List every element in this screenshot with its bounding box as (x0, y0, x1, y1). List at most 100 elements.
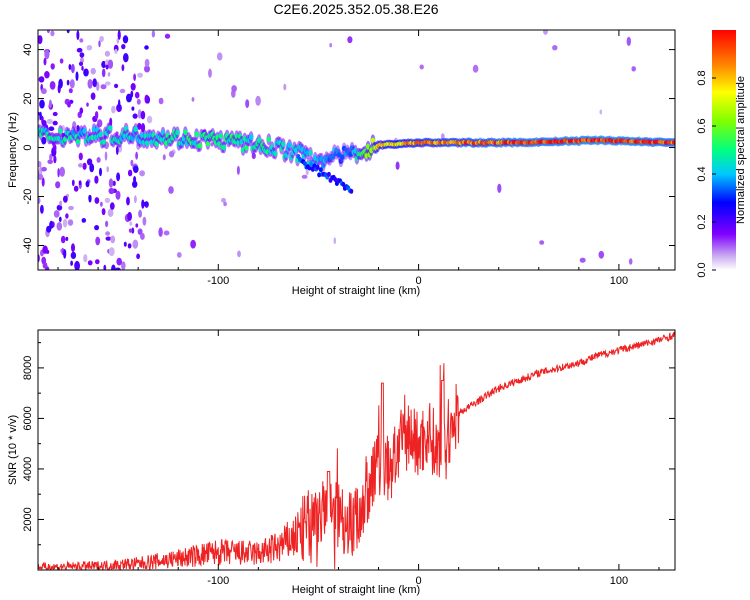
colorbar-tick-label: 0.6 (696, 118, 708, 133)
spectrogram-band-cell (248, 134, 254, 140)
spectrogram-noise-dot (111, 105, 116, 114)
spectrogram-noise-dot (68, 205, 74, 211)
spectrogram-noise-dot (123, 241, 127, 247)
colorbar: 0.0 0.2 0.4 0.6 0.8 Normalized spectral ampl… (696, 30, 747, 278)
spectrogram-noise-dot (395, 161, 400, 170)
spectrogram-noise-dot (39, 111, 42, 121)
spectrogram-noise-dot (144, 65, 150, 73)
spectrogram-noise-dot (94, 225, 100, 231)
spectrogram-noise-dot (96, 157, 101, 163)
spectrogram-noise-dot (136, 98, 141, 105)
spectrogram-noise-dot (52, 111, 58, 117)
snr-axes: -100 0 100 2000 4000 6000 8000 (22, 330, 675, 587)
spectrogram-noise-dot (83, 254, 88, 263)
x-tick-label: -100 (207, 575, 229, 587)
spectrogram-band-cell (82, 128, 87, 134)
spectrogram-noise-dot (66, 30, 70, 34)
spectrogram-noise-dot (237, 250, 241, 258)
spectrogram-band-cell (144, 140, 150, 146)
spectrogram-tail-cell (317, 172, 322, 178)
spectrogram-noise-dot (144, 45, 149, 50)
y-tick-label: 6000 (22, 406, 34, 430)
spectrogram-noise-dot (90, 67, 96, 75)
spectrogram-noise-dot (40, 204, 44, 214)
spectrogram-noise-dot (59, 200, 62, 206)
spectrogram-frame (37, 29, 676, 271)
spectrogram-noise-dot (127, 243, 132, 249)
spectrogram-noise-dot (73, 185, 79, 192)
spectrogram-noise-dot (626, 36, 631, 47)
spectrogram-noise-dot (121, 44, 126, 50)
spectrogram-noise-dot (599, 109, 603, 115)
spectrogram-noise-dot (121, 261, 126, 270)
spectrogram-noise-dot (116, 172, 121, 182)
spectrogram-noise-dot (94, 175, 99, 184)
spectrogram-noise-dot (43, 57, 47, 66)
spectrogram-noise-dot (56, 222, 63, 231)
spectrogram-band-cell (287, 142, 292, 148)
spectrogram-noise-dot (123, 53, 129, 63)
spectrogram-noise-dot (98, 40, 101, 48)
spectrogram-noise-dot (543, 30, 548, 35)
spectrogram-noise-dot (236, 165, 240, 175)
spectrogram-noise-dot (94, 197, 100, 204)
spectrogram-noise-dot (68, 64, 72, 70)
chart-title: C2E6.2025.352.05.38.E26 (273, 1, 438, 17)
x-tick-label: -100 (207, 275, 229, 287)
spectrogram-noise-dot (86, 158, 93, 166)
spectrogram-noise-dot (97, 105, 102, 110)
spectrogram-tail-cell (349, 188, 354, 194)
spectrogram-noise-dot (105, 231, 111, 236)
spectrogram-noise-dot (137, 122, 142, 130)
spectrogram-xlabel: Height of straight line (km) (292, 285, 420, 297)
spectrogram-noise-dot (128, 228, 133, 233)
spectrogram-noise-dot (87, 79, 93, 89)
spectrogram-noise-dot (127, 169, 133, 177)
spectrogram-noise-dot (107, 72, 111, 77)
spectrogram-noise-dot (105, 220, 109, 228)
spectrogram-band-cell (273, 150, 278, 157)
spectrogram-noise-dot (158, 227, 163, 237)
spectrogram-noise-dot (131, 227, 135, 234)
spectrogram-noise-dot (163, 230, 170, 236)
spectrogram-noise-dot (99, 35, 104, 43)
spectrogram-noise-dot (117, 30, 121, 40)
spectrogram-noise-dot (70, 251, 77, 259)
spectrogram-band-cell (256, 137, 262, 143)
spectrogram-noise-dot (116, 38, 120, 44)
spectrogram-noise-dot (76, 47, 83, 53)
x-tick-label: 0 (416, 575, 422, 587)
spectrogram-noise-dot (552, 45, 558, 51)
spectrogram-noise-dot (115, 190, 121, 200)
spectrogram-noise-dot (95, 259, 100, 265)
spectrogram-noise-dot (419, 64, 424, 70)
spectrogram-noise-dot (49, 81, 56, 90)
spectrogram-noise-dot (78, 180, 82, 186)
spectrogram-noise-dot (114, 48, 118, 54)
snr-frame (37, 329, 676, 571)
y-tick-label: 20 (22, 92, 34, 104)
spectrogram-band-cell (281, 141, 286, 147)
spectrogram-noise-dot (114, 83, 119, 89)
spectrogram-noise-dot (71, 179, 75, 186)
spectrogram-band-cell (98, 131, 103, 138)
spectrogram-noise-dot (628, 258, 633, 265)
spectrogram-noise-dot (106, 166, 109, 173)
spectrogram-band-cell (205, 140, 211, 147)
spectrogram-noise-dot (105, 236, 112, 241)
spectrogram-noise-dot (76, 30, 80, 41)
spectrogram-noise-dot (87, 260, 93, 266)
spectrogram-noise-dot (347, 36, 353, 44)
spectrogram-noise-dot (539, 240, 545, 245)
spectrogram-noise-dot (49, 153, 53, 161)
spectrogram-noise-dot (146, 115, 153, 124)
spectrogram-noise-dot (107, 208, 114, 217)
x-tick-label: 100 (610, 575, 628, 587)
spectrogram-noise-dot (283, 83, 287, 91)
spectrogram-noise-dot (130, 83, 136, 91)
spectrogram-noise-dot (57, 168, 60, 178)
snr-series-line (38, 331, 675, 570)
colorbar-ticks: 0.0 0.2 0.4 0.6 0.8 (696, 70, 716, 278)
spectrogram-noise-dot (41, 177, 45, 187)
spectrogram-noise-dot (579, 257, 586, 263)
